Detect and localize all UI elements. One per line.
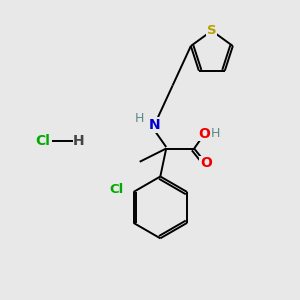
Text: H: H [73, 134, 85, 148]
Text: O: O [200, 156, 212, 170]
Text: Cl: Cl [109, 182, 123, 196]
Text: H: H [134, 112, 144, 125]
Text: Cl: Cl [35, 134, 50, 148]
Text: N: N [148, 118, 160, 132]
Text: O: O [199, 127, 210, 141]
Text: S: S [207, 24, 217, 37]
Text: H: H [211, 127, 220, 140]
